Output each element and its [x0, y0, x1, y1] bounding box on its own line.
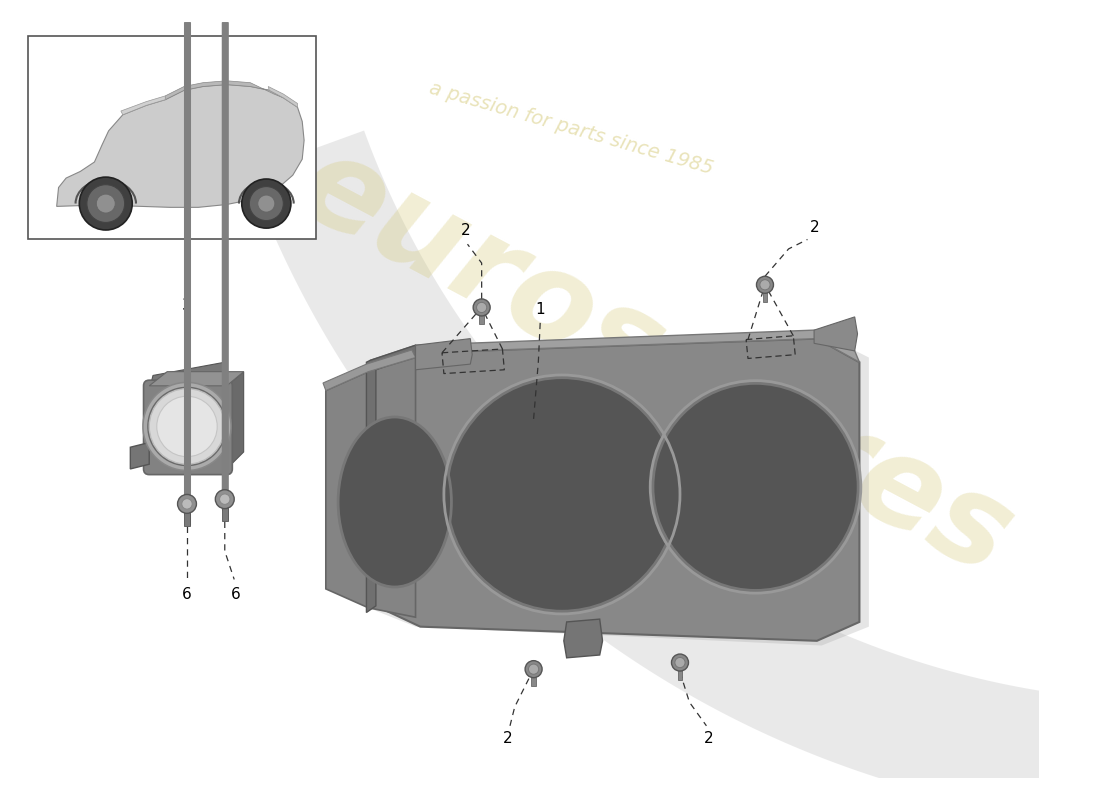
Text: 3: 3: [183, 298, 191, 313]
Circle shape: [216, 490, 234, 509]
Bar: [29, 36, 317, 239]
Polygon shape: [376, 338, 859, 641]
Circle shape: [182, 498, 192, 509]
Text: 2: 2: [461, 222, 471, 238]
Text: a passion for parts since 1985: a passion for parts since 1985: [427, 78, 715, 178]
Text: 6: 6: [231, 587, 241, 602]
Circle shape: [671, 654, 689, 671]
Circle shape: [177, 494, 197, 514]
Ellipse shape: [338, 417, 451, 587]
Circle shape: [144, 383, 230, 470]
Polygon shape: [57, 85, 304, 207]
Text: 2: 2: [504, 730, 513, 746]
Text: 2: 2: [704, 730, 713, 746]
Bar: [326, 353, 420, 646]
Bar: [762, 292, 768, 302]
Circle shape: [473, 299, 491, 316]
FancyBboxPatch shape: [144, 380, 232, 474]
Polygon shape: [326, 358, 416, 618]
Bar: [222, 508, 228, 521]
Polygon shape: [323, 350, 416, 390]
Bar: [184, 512, 190, 526]
Circle shape: [97, 194, 116, 213]
Ellipse shape: [447, 378, 678, 611]
Circle shape: [250, 186, 284, 221]
Circle shape: [150, 389, 224, 464]
Bar: [678, 670, 682, 679]
Bar: [531, 677, 536, 686]
Polygon shape: [268, 86, 297, 107]
Circle shape: [476, 302, 487, 313]
Circle shape: [757, 276, 773, 294]
Circle shape: [760, 280, 770, 290]
Polygon shape: [130, 442, 150, 469]
Circle shape: [220, 494, 230, 504]
Polygon shape: [368, 334, 869, 646]
Bar: [480, 315, 484, 325]
Polygon shape: [227, 372, 244, 469]
Text: 1: 1: [536, 302, 544, 317]
Polygon shape: [150, 372, 244, 386]
Polygon shape: [249, 130, 1100, 800]
Ellipse shape: [652, 383, 858, 590]
Text: 6: 6: [183, 587, 191, 602]
Circle shape: [79, 177, 132, 230]
Text: eurospares: eurospares: [277, 123, 1032, 601]
Circle shape: [157, 396, 217, 457]
Circle shape: [675, 658, 685, 668]
Circle shape: [528, 664, 539, 674]
Polygon shape: [150, 362, 224, 390]
Circle shape: [525, 661, 542, 678]
Circle shape: [242, 179, 290, 228]
Polygon shape: [371, 330, 859, 370]
Text: 2: 2: [811, 220, 819, 234]
Polygon shape: [121, 96, 165, 114]
Polygon shape: [416, 338, 472, 370]
Polygon shape: [814, 317, 858, 351]
Polygon shape: [366, 346, 420, 613]
Circle shape: [257, 195, 275, 212]
Circle shape: [87, 185, 124, 222]
Polygon shape: [165, 81, 284, 100]
Polygon shape: [564, 619, 603, 658]
